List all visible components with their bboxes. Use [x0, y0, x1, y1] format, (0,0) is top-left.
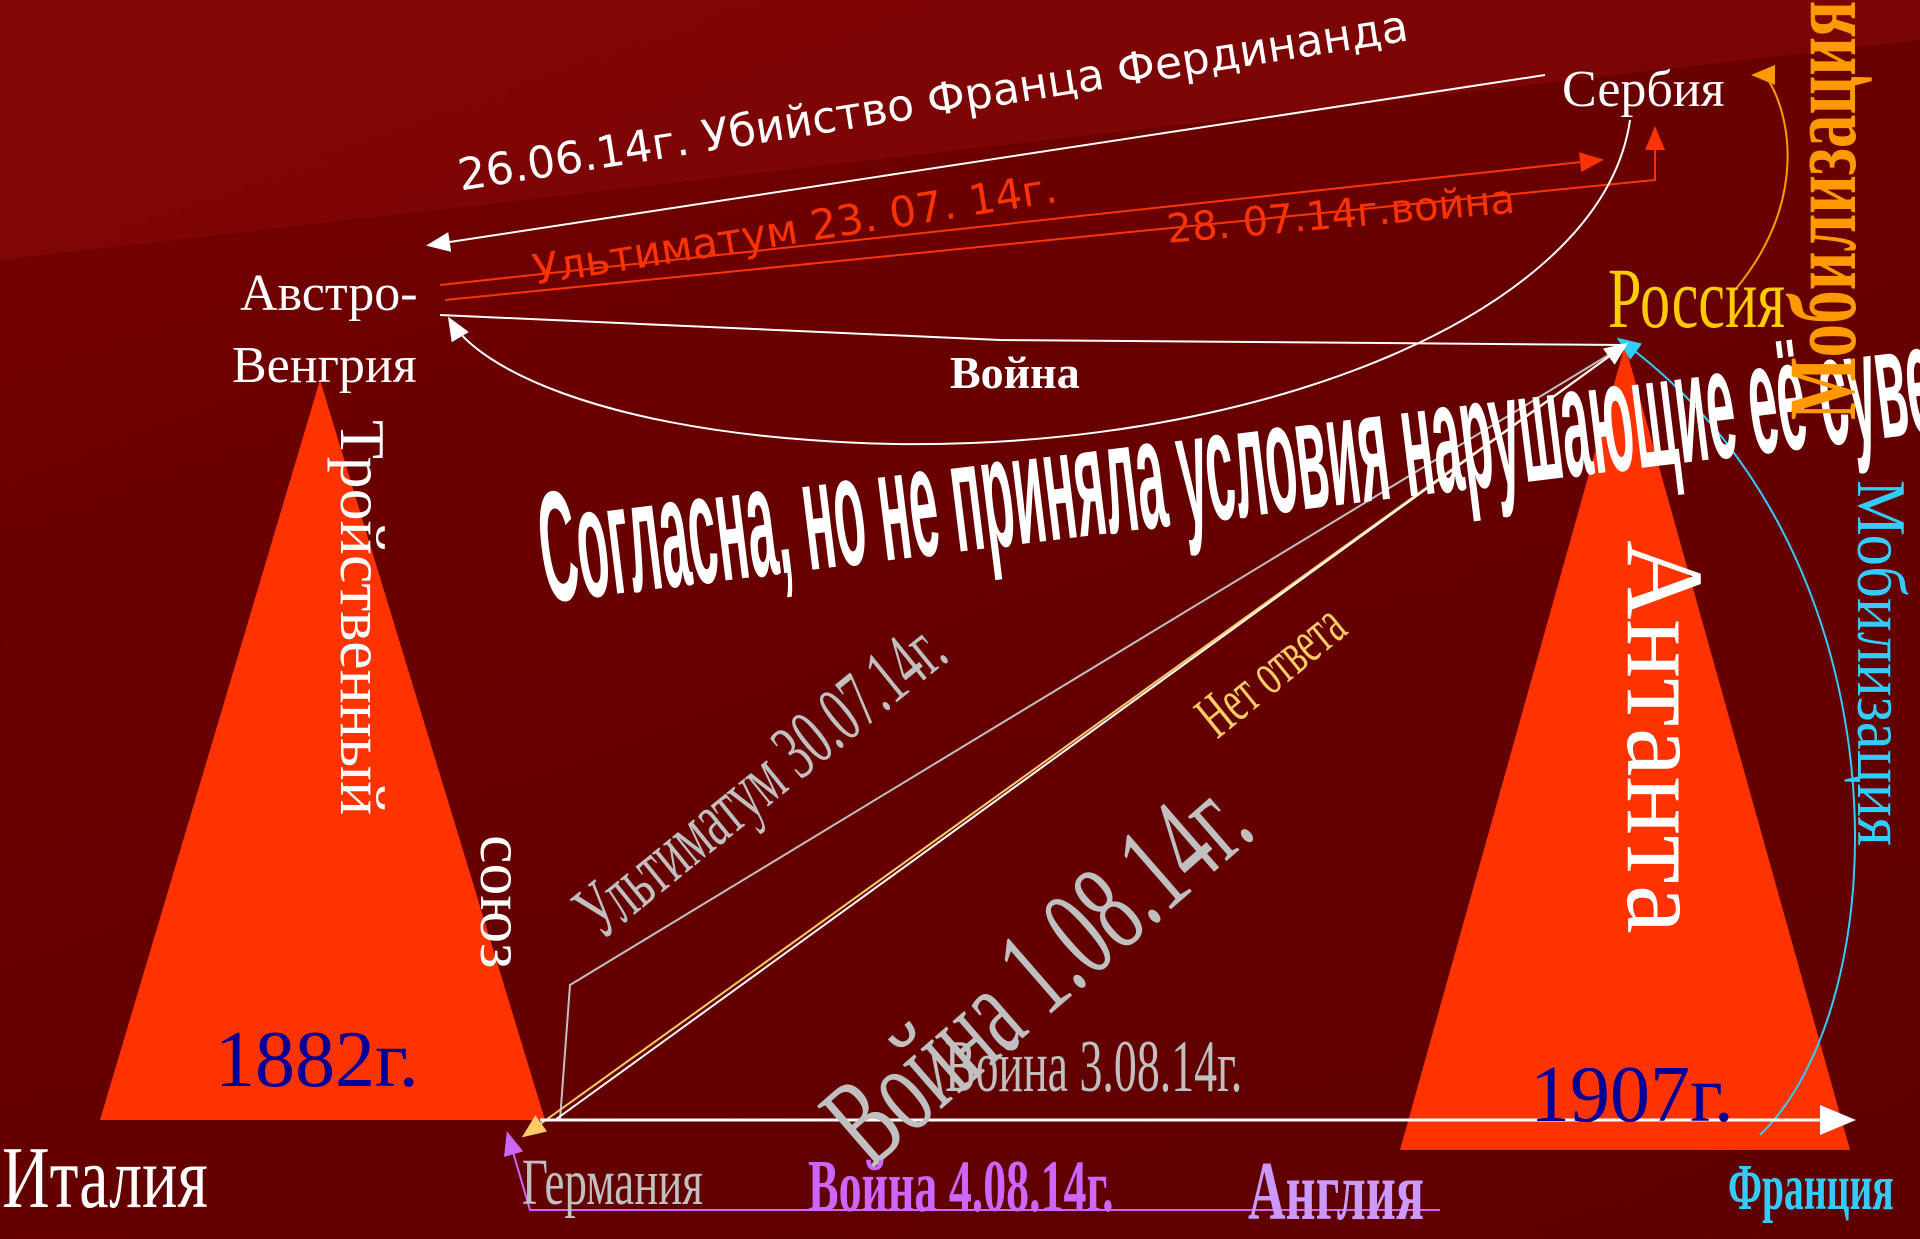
war-serbia-arrow [444, 126, 1665, 301]
assassination-arrow [426, 74, 1546, 252]
ultimatum-russia-line [559, 344, 1626, 1121]
austria-label-line2: Венгрия [232, 337, 417, 394]
russia-label: Россия [1608, 255, 1861, 341]
war-label: Война [950, 347, 1080, 398]
mobilization-france-label-text: Мобилизация [1842, 480, 1919, 847]
mobilization-russia-label-text: Мобилизация [1769, 0, 1876, 420]
austria-label-line1: Австро- [240, 265, 418, 322]
serbia-label: Сербия [1562, 61, 1725, 118]
austria-russia-line [439, 314, 1626, 346]
triple-alliance-label-1: Тройственный [327, 420, 398, 816]
ultimatum-serbia-arrow [439, 152, 1604, 286]
war-england-label: Война 4.08.14г. [808, 1150, 1301, 1224]
mobilization-russia-arrow [1734, 65, 1789, 291]
italy-label: Италия [2, 1135, 276, 1223]
top-band [0, 0, 1920, 260]
france-label-text: Франция [1728, 1151, 1894, 1224]
germany-label: Германия [522, 1150, 788, 1216]
entente-year: 1907г. [1530, 1051, 1734, 1139]
mobilization-france-label: Мобилизация [1842, 480, 1919, 887]
mobilization-france-arrow [1616, 337, 1856, 1136]
war-france-label-text: Война 3.08.14г. [945, 1026, 1243, 1108]
france-label: Франция [1728, 1155, 1920, 1221]
russia-label-text: Россия [1608, 250, 1785, 346]
england-label: Англия [1248, 1150, 1532, 1234]
triple-alliance-label-2: союз [467, 835, 538, 969]
triple-alliance-year: 1882г. [215, 1016, 419, 1104]
entente-label: Антанта [1604, 540, 1726, 934]
germany-label-text: Германия [522, 1146, 703, 1219]
war-france-label: Война 3.08.14г. [945, 1030, 1424, 1104]
entente-triangle [1400, 345, 1850, 1150]
italy-label-text: Италия [2, 1130, 208, 1227]
england-label-text: Англия [1248, 1145, 1425, 1238]
war-russia-arrow [554, 342, 1629, 1121]
war-england-label-text: Война 4.08.14г. [808, 1146, 1114, 1228]
war-england-arrow [504, 1131, 1440, 1211]
mobilization-russia-label: Мобилизация [1769, 0, 1876, 420]
triple-alliance-triangle [100, 380, 545, 1120]
serbia-reply-arrow [447, 119, 1631, 446]
